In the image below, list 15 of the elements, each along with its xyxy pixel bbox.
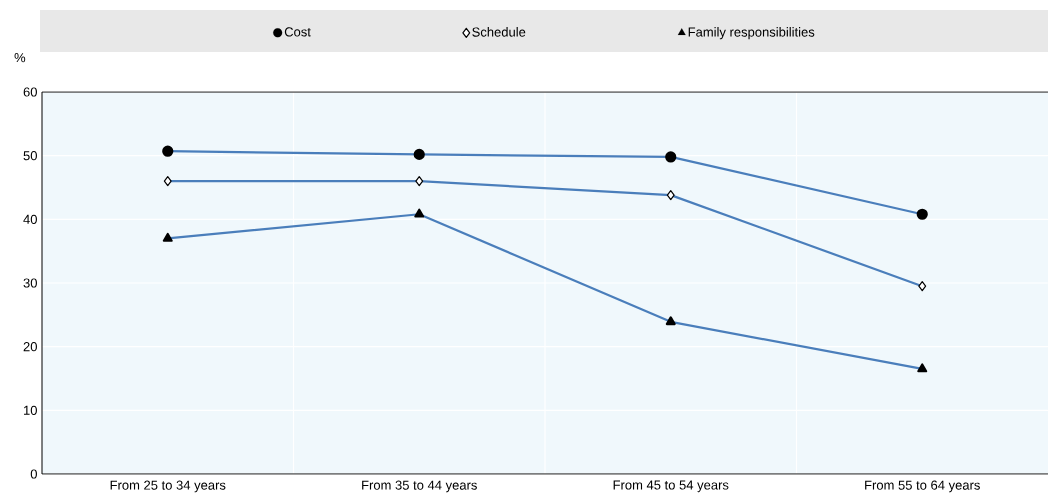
- x-tick-label: From 35 to 44 years: [362, 480, 477, 493]
- x-tick-label: From 55 to 64 years: [865, 480, 980, 493]
- y-axis-title: %: [14, 53, 26, 63]
- legend-label: Cost: [284, 27, 311, 37]
- legend-label: Family responsibilities: [688, 27, 815, 40]
- y-tick-label: 60: [23, 87, 37, 97]
- legend-label: Schedule: [472, 27, 526, 37]
- x-tick-label: From 45 to 54 years: [613, 480, 729, 493]
- x-tick-label: From 25 to 34 years: [110, 480, 226, 493]
- y-tick-label: 20: [23, 342, 37, 352]
- y-tick-label: 50: [23, 151, 37, 161]
- y-tick-label: 40: [23, 214, 37, 224]
- y-tick-label: 10: [24, 405, 37, 415]
- y-tick-label: 30: [23, 278, 37, 288]
- y-tick-label: 0: [30, 469, 37, 479]
